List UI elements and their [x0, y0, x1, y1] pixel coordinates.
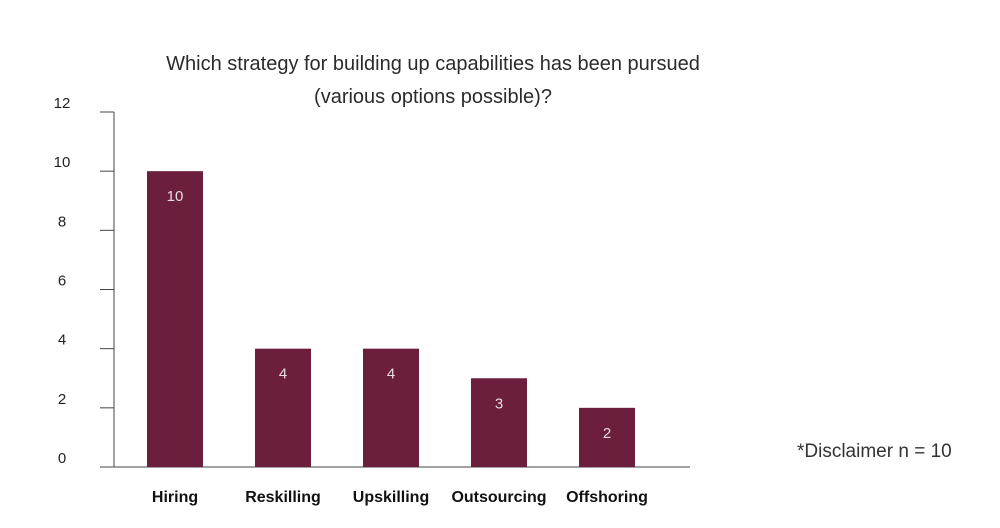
- disclaimer-note: *Disclaimer n = 10: [797, 441, 952, 462]
- y-tick-label: 2: [58, 391, 66, 408]
- x-tick-label-reskilling: Reskilling: [245, 489, 321, 506]
- data-label-reskilling: 4: [279, 366, 287, 383]
- y-tick-label: 4: [58, 332, 66, 349]
- chart-title: Which strategy for building up capabilit…: [166, 53, 700, 108]
- x-tick-label-hiring: Hiring: [152, 489, 198, 506]
- chart-bars: [147, 171, 635, 467]
- y-tick-label: 6: [58, 273, 66, 290]
- chart-y-tick-labels: 0 2 4 6 8 10 12: [54, 95, 71, 467]
- chart-x-tick-labels: Hiring Reskilling Upskilling Outsourcing Off…: [152, 489, 648, 506]
- data-label-offshoring: 2: [603, 425, 611, 442]
- x-tick-label-upskilling: Upskilling: [353, 489, 429, 506]
- x-tick-label-outsourcing: Outsourcing: [451, 489, 546, 506]
- data-label-hiring: 10: [167, 188, 184, 205]
- chart-title-line-1: Which strategy for building up capabilit…: [166, 53, 700, 75]
- chart-data-labels: 10 4 4 3 2: [167, 188, 612, 442]
- bar-offshoring: [579, 407, 635, 467]
- bar-reskilling: [255, 348, 311, 467]
- chart-title-line-2: (various options possible)?: [314, 86, 552, 108]
- data-label-upskilling: 4: [387, 366, 395, 383]
- y-tick-label: 12: [54, 95, 71, 112]
- x-tick-label-offshoring: Offshoring: [566, 489, 648, 506]
- bar-hiring: [147, 171, 203, 467]
- y-tick-label: 8: [58, 213, 66, 230]
- data-label-outsourcing: 3: [495, 395, 503, 412]
- y-tick-label: 0: [58, 450, 66, 467]
- bar-outsourcing: [471, 378, 527, 467]
- y-tick-label: 10: [54, 154, 71, 171]
- bar-upskilling: [363, 348, 419, 467]
